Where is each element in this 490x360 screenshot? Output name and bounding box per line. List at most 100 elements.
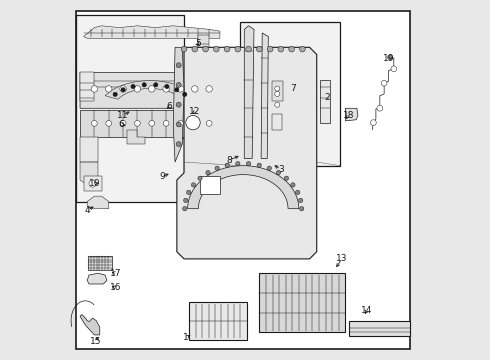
Circle shape: [163, 121, 169, 126]
Circle shape: [192, 183, 196, 187]
Polygon shape: [84, 26, 220, 39]
Bar: [349, 321, 410, 336]
Circle shape: [186, 116, 200, 130]
Circle shape: [206, 86, 212, 92]
Text: 6: 6: [167, 102, 172, 111]
Circle shape: [284, 176, 289, 180]
Bar: [272, 114, 282, 130]
Polygon shape: [80, 162, 98, 187]
Circle shape: [153, 83, 158, 87]
Bar: [198, 35, 209, 49]
Circle shape: [183, 207, 187, 211]
Polygon shape: [261, 33, 269, 158]
Circle shape: [165, 84, 169, 89]
Circle shape: [106, 121, 112, 126]
Text: 1: 1: [183, 333, 189, 342]
Circle shape: [370, 120, 376, 126]
Circle shape: [184, 198, 188, 203]
Circle shape: [176, 141, 181, 147]
Circle shape: [245, 46, 251, 52]
Circle shape: [388, 55, 393, 60]
Circle shape: [214, 46, 219, 52]
Text: 9: 9: [160, 172, 166, 181]
Circle shape: [91, 86, 98, 92]
Polygon shape: [80, 110, 231, 137]
Circle shape: [149, 121, 155, 126]
Bar: [240, 22, 340, 166]
Text: 10: 10: [89, 179, 100, 188]
Polygon shape: [345, 108, 358, 121]
Text: 17: 17: [110, 269, 122, 278]
Circle shape: [276, 171, 281, 175]
Text: 19: 19: [383, 54, 394, 63]
Circle shape: [381, 80, 387, 86]
Circle shape: [120, 121, 126, 126]
Circle shape: [177, 86, 184, 92]
Polygon shape: [188, 166, 299, 209]
Bar: [76, 15, 184, 202]
Circle shape: [267, 46, 273, 52]
Circle shape: [391, 66, 397, 72]
Bar: [259, 273, 345, 332]
Circle shape: [113, 92, 117, 96]
Circle shape: [92, 121, 97, 126]
Circle shape: [275, 91, 280, 96]
Bar: [190, 302, 247, 339]
Circle shape: [148, 86, 155, 92]
Circle shape: [187, 190, 191, 194]
Text: 8: 8: [226, 156, 232, 165]
Circle shape: [176, 63, 181, 68]
Circle shape: [121, 87, 125, 92]
Circle shape: [181, 46, 187, 52]
Circle shape: [198, 176, 202, 180]
Polygon shape: [80, 315, 100, 335]
Circle shape: [176, 102, 181, 107]
Text: 4: 4: [84, 206, 90, 215]
Polygon shape: [245, 26, 254, 158]
Circle shape: [131, 84, 135, 89]
Circle shape: [275, 102, 280, 107]
Circle shape: [225, 163, 229, 167]
Polygon shape: [175, 108, 186, 117]
Polygon shape: [80, 72, 231, 108]
Text: 16: 16: [110, 283, 122, 292]
Polygon shape: [105, 81, 195, 99]
Text: 11: 11: [117, 111, 129, 120]
Circle shape: [246, 162, 251, 166]
Circle shape: [295, 190, 300, 194]
Circle shape: [299, 207, 304, 211]
Circle shape: [163, 86, 170, 92]
Text: 12: 12: [189, 107, 200, 116]
Circle shape: [289, 46, 294, 52]
Circle shape: [267, 166, 271, 170]
Circle shape: [203, 46, 208, 52]
Circle shape: [176, 82, 181, 87]
Circle shape: [278, 46, 284, 52]
Circle shape: [224, 46, 230, 52]
Polygon shape: [87, 196, 109, 209]
Circle shape: [105, 86, 112, 92]
Text: 14: 14: [361, 306, 372, 315]
Bar: [80, 72, 95, 101]
Circle shape: [192, 46, 197, 52]
Circle shape: [174, 87, 179, 92]
Polygon shape: [173, 47, 184, 162]
Circle shape: [183, 92, 187, 96]
Text: 5: 5: [196, 39, 201, 48]
Bar: [80, 137, 98, 162]
Circle shape: [206, 171, 210, 175]
Bar: [84, 176, 101, 191]
Text: 6: 6: [119, 120, 124, 129]
Circle shape: [177, 121, 183, 126]
Circle shape: [275, 86, 280, 91]
Text: 7: 7: [291, 84, 296, 93]
Circle shape: [299, 46, 305, 52]
Text: 13: 13: [336, 255, 347, 264]
Bar: [88, 256, 112, 270]
Circle shape: [135, 121, 140, 126]
Circle shape: [235, 46, 241, 52]
Circle shape: [120, 86, 126, 92]
Circle shape: [176, 122, 181, 127]
Bar: [200, 176, 220, 194]
Polygon shape: [87, 273, 107, 284]
